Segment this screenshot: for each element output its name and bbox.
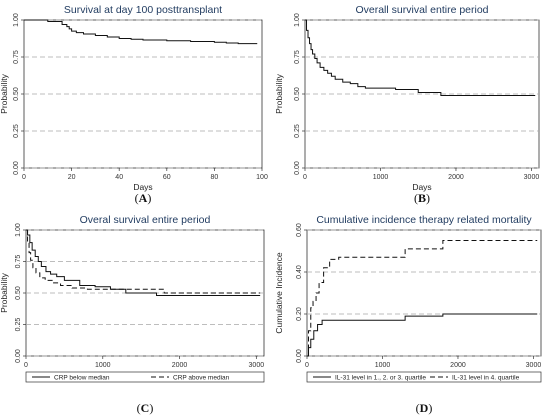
chart-d-series-2-line (307, 240, 538, 357)
chart-b-x-tick-label: 2000 (448, 174, 464, 181)
chart-d-x-tick-label: 2000 (450, 362, 466, 369)
chart-d-title: Cumulative incidence therapy related mor… (316, 214, 532, 226)
chart-a-series-1-line (24, 19, 258, 45)
chart-d-x-tick-label: 3000 (526, 362, 542, 369)
chart-a-x-tick-label: 40 (115, 174, 123, 181)
chart-a-x-axis-label: Days (133, 182, 152, 192)
chart-a-caption: (A) (135, 191, 152, 205)
chart-d-svg: Cumulative incidence therapy related mor… (274, 214, 542, 415)
chart-c-y-tick-label: 0.75 (15, 255, 22, 269)
chart-d-x-tick-label: 1000 (375, 362, 391, 369)
chart-d-y-tick-label: 0.20 (296, 307, 303, 321)
chart-b-y-tick-label: 0.50 (294, 87, 301, 101)
chart-a-svg: Survival at day 100 posttransplant 0.00 0.… (0, 4, 268, 205)
chart-b-y-tick-label: 0.00 (294, 161, 301, 175)
chart-panel-b: Overall survival entire period 0.00 0.25 0.… (274, 0, 550, 210)
chart-c-series-2-line (26, 229, 261, 294)
chart-d-y-tick-label: 0.40 (296, 265, 303, 279)
chart-c-x-tick-label: 3000 (249, 362, 265, 369)
chart-c-title: Overal survival entire period (80, 214, 211, 226)
chart-c-y-tick-label: 1.00 (15, 223, 22, 237)
chart-b-title: Overall survival entire period (355, 4, 488, 16)
chart-b-svg: Overall survival entire period 0.00 0.25 0.… (274, 4, 540, 205)
chart-c-legend-label: CRP below median (54, 374, 110, 381)
chart-a-x-tick-label: 100 (256, 174, 268, 181)
chart-a-y-tick-label: 0.50 (13, 87, 20, 101)
chart-d-x-tick-label: 0 (305, 362, 309, 369)
chart-a-y-tick-label: 0.25 (13, 124, 20, 138)
chart-a-title: Survival at day 100 posttransplant (64, 4, 222, 16)
chart-b-x-tick-label: 1000 (373, 174, 389, 181)
chart-a-x-tick-label: 60 (163, 174, 171, 181)
chart-b-caption-letter: B (418, 191, 426, 205)
chart-c-svg: Overal survival entire period 0.00 0.25 0.5… (0, 214, 265, 415)
chart-c-legend-label: CRP above median (173, 374, 230, 381)
chart-d-legend-label: IL-31 level in 1., 2. or 3. quartile (335, 374, 426, 381)
chart-b-series-1-line (305, 19, 536, 96)
chart-d-legend-label: IL-31 level in 4. quartile (452, 374, 520, 381)
chart-a-x-tick-label: 20 (68, 174, 76, 181)
chart-panel-c: Overal survival entire period 0.00 0.25 0.5… (0, 210, 275, 420)
chart-a-x-tick-label: 80 (211, 174, 219, 181)
chart-a-y-tick-label: 0.75 (13, 50, 20, 64)
chart-c-caption: (C) (137, 401, 154, 415)
chart-b-y-axis-label: Probability (274, 73, 284, 113)
chart-c-y-tick-label: 0.50 (15, 286, 22, 300)
chart-b-x-tick-label: 3000 (524, 174, 540, 181)
chart-c-y-tick-label: 0.00 (15, 349, 22, 363)
chart-b-x-tick-label: 0 (303, 174, 307, 181)
chart-b-caption: (B) (414, 191, 430, 205)
chart-a-caption-letter: A (139, 191, 148, 205)
chart-d-y-axis-label: Cumulative Incidence (274, 252, 284, 334)
chart-c-legend (25, 371, 265, 383)
chart-b-y-tick-label: 0.75 (294, 50, 301, 64)
chart-c-x-tick-label: 0 (24, 362, 28, 369)
chart-b-x-axis-label: Days (412, 182, 431, 192)
chart-c-x-tick-label: 1000 (95, 362, 111, 369)
chart-c-y-tick-label: 0.25 (15, 318, 22, 332)
chart-panel-d: Cumulative incidence therapy related mor… (274, 210, 550, 420)
chart-panel-a: Survival at day 100 posttransplant 0.00 0.… (0, 0, 275, 210)
chart-d-caption: (D) (416, 401, 433, 415)
chart-c-x-tick-label: 2000 (172, 362, 188, 369)
chart-b-y-tick-label: 1.00 (294, 13, 301, 27)
chart-d-series-1-line (307, 313, 538, 357)
chart-c-caption-letter: C (141, 401, 150, 415)
chart-c-y-axis-label: Probability (0, 272, 9, 312)
chart-a-y-tick-label: 0.00 (13, 161, 20, 175)
chart-d-legend (306, 371, 542, 383)
chart-a-y-tick-label: 1.00 (13, 13, 20, 27)
chart-d-y-tick-label: 0.60 (296, 223, 303, 237)
chart-d-caption-letter: D (420, 401, 429, 415)
chart-b-y-tick-label: 0.25 (294, 124, 301, 138)
chart-a-x-tick-label: 0 (22, 174, 26, 181)
chart-a-y-axis-label: Probability (0, 73, 9, 113)
chart-d-y-tick-label: 0.00 (296, 349, 303, 363)
